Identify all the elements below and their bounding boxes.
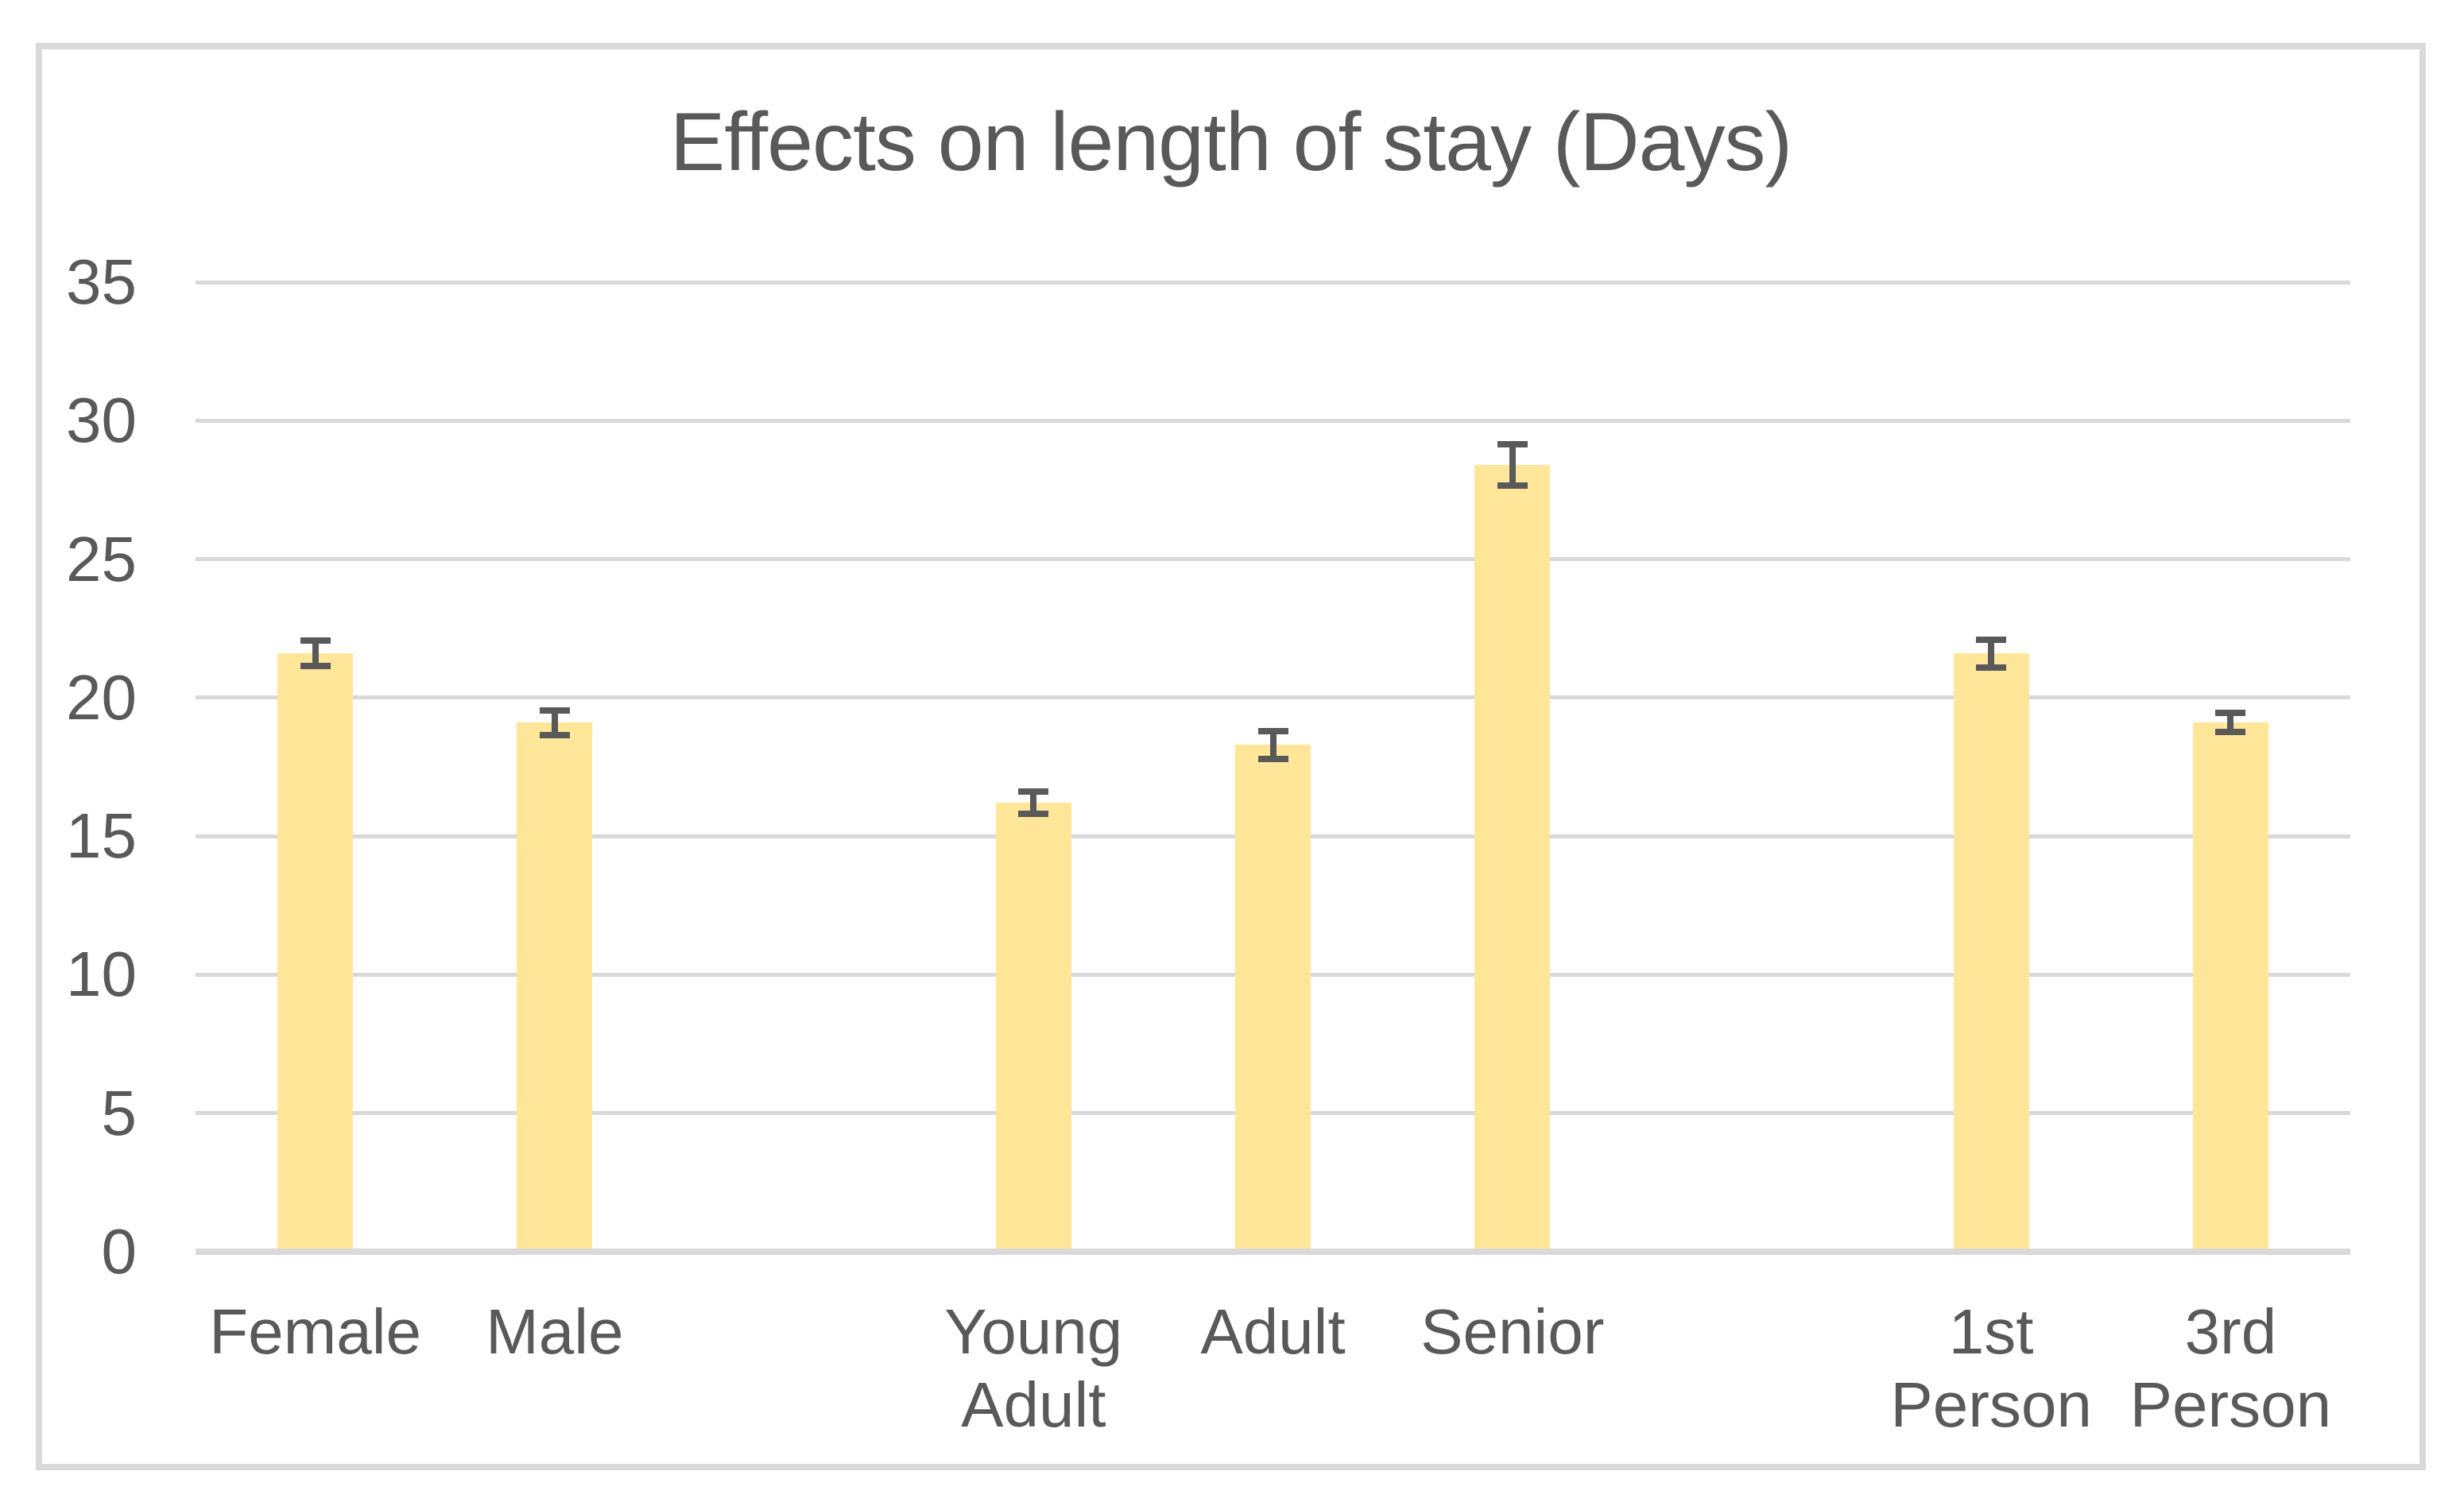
error-bar-senior	[1509, 443, 1516, 486]
x-tick-label-line: Young	[944, 1296, 1123, 1367]
error-bar-1st-person	[1988, 639, 1995, 668]
error-bar-cap-bottom-female	[300, 662, 331, 669]
x-tick-label-line: Adult	[1200, 1296, 1346, 1367]
x-tick-label-line: Female	[209, 1296, 421, 1367]
error-bar-cap-top-3rd-person	[2215, 710, 2246, 717]
x-tick-label-young-adult: Young Adult	[866, 1295, 1200, 1442]
error-bar-cap-top-female	[300, 637, 331, 645]
chart-frame	[36, 43, 2426, 1470]
x-tick-label-senior: Senior	[1346, 1295, 1679, 1369]
y-tick-label-30: 30	[66, 385, 137, 456]
bar-young-adult	[995, 803, 1071, 1254]
x-tick-label-line: 1st	[1948, 1296, 2034, 1367]
error-bar-cap-top-1st-person	[1976, 636, 2007, 643]
y-tick-label-20: 20	[66, 661, 137, 733]
x-tick-label-line: Senior	[1420, 1296, 1605, 1367]
x-tick-label-line: Person	[1890, 1369, 2092, 1440]
x-tick-label-1st-person: 1st Person	[1824, 1295, 2158, 1442]
y-tick-label-5: 5	[101, 1077, 138, 1148]
error-bar-cap-top-senior	[1497, 440, 1528, 447]
x-tick-label-3rd-person: 3rd Person	[2063, 1295, 2397, 1442]
x-axis-line	[196, 1249, 2350, 1255]
x-tick-label-line: Adult	[961, 1369, 1106, 1440]
x-tick-label-line: Person	[2129, 1369, 2332, 1440]
bar-adult	[1235, 745, 1311, 1254]
error-bar-male	[551, 710, 558, 735]
chart-title: Effects on length of stay (Days)	[669, 96, 1792, 188]
error-bar-cap-top-male	[539, 707, 570, 714]
y-tick-label-10: 10	[66, 939, 137, 1010]
error-bar-female	[312, 641, 319, 666]
error-bar-cap-bottom-male	[539, 731, 570, 738]
bar-male	[517, 722, 593, 1254]
error-bar-cap-bottom-3rd-person	[2215, 729, 2246, 736]
x-tick-label-adult: Adult	[1106, 1295, 1440, 1369]
x-tick-label-female: Female	[149, 1295, 482, 1369]
gridline-35	[196, 280, 2350, 285]
bar-3rd-person	[2192, 722, 2268, 1254]
error-bar-cap-top-adult	[1257, 727, 1288, 734]
x-tick-label-male: Male	[388, 1295, 722, 1369]
bar-1st-person	[1953, 653, 2029, 1254]
x-tick-label-line: 3rd	[2184, 1296, 2277, 1367]
x-tick-label-line: Male	[486, 1296, 624, 1367]
y-tick-label-0: 0	[101, 1216, 138, 1287]
error-bar-adult	[1269, 730, 1277, 759]
error-bar-cap-bottom-1st-person	[1976, 664, 2007, 671]
bar-senior	[1474, 465, 1551, 1254]
gridline-20	[196, 695, 2350, 700]
y-tick-label-35: 35	[66, 246, 137, 317]
error-bar-3rd-person	[2227, 713, 2234, 733]
error-bar-cap-bottom-adult	[1257, 755, 1288, 762]
error-bar-cap-bottom-senior	[1497, 482, 1528, 490]
error-bar-cap-top-young-adult	[1018, 788, 1049, 796]
error-bar-young-adult	[1030, 792, 1037, 815]
error-bar-cap-bottom-young-adult	[1018, 811, 1049, 818]
gridline-25	[196, 557, 2350, 562]
gridline-30	[196, 418, 2350, 423]
y-tick-label-25: 25	[66, 523, 137, 594]
bar-female	[277, 653, 354, 1254]
y-tick-label-15: 15	[66, 800, 137, 872]
